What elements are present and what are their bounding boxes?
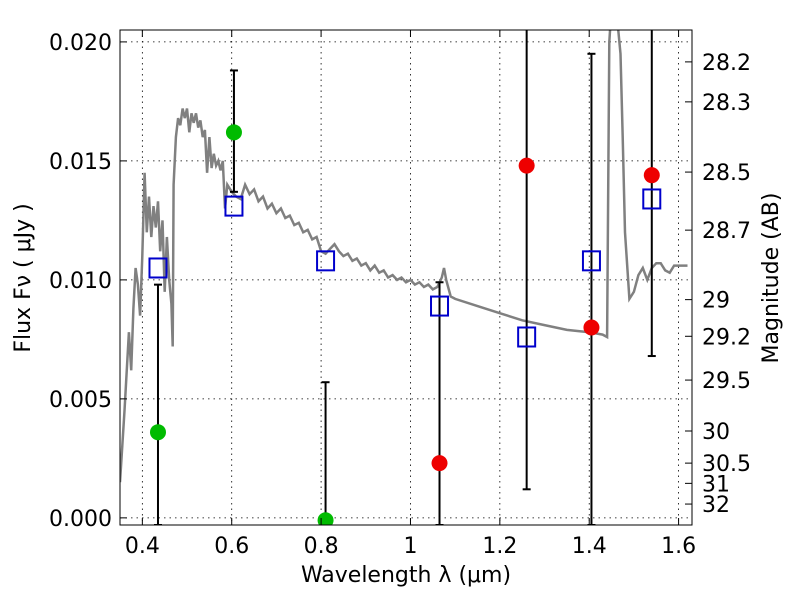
x-tick-label: 0.8 <box>304 534 339 559</box>
grid-lines <box>120 30 692 525</box>
sed-model-curve <box>120 30 688 483</box>
observed-flux-point <box>643 167 660 184</box>
y-axis-ticks: 0.000 0.005 0.010 0.015 0.020 <box>49 31 127 532</box>
right-tick-label: 31 <box>702 472 730 497</box>
observed-flux-point <box>225 124 242 141</box>
plot-frame <box>119 29 693 526</box>
y-tick-label: 0.010 <box>49 269 112 294</box>
right-tick-label: 29.5 <box>702 369 751 394</box>
right-tick-label: 30.5 <box>702 452 751 477</box>
y-tick-label: 0.005 <box>49 388 112 413</box>
model-flux-box <box>517 326 537 348</box>
model-flux-box <box>316 250 336 272</box>
y-tick-label: 0.000 <box>49 507 112 532</box>
y-tick-label: 0.020 <box>49 31 112 56</box>
observed-flux-point <box>583 319 600 336</box>
observed-flux-point <box>149 424 166 441</box>
x-tick-label: 1.4 <box>572 534 607 559</box>
model-flux-box <box>581 250 601 272</box>
model-flux-box <box>642 188 662 210</box>
model-flux-boxes <box>148 188 662 348</box>
observed-flux-point <box>317 512 334 525</box>
x-tick-label: 0.6 <box>214 534 249 559</box>
x-tick-label: 1 <box>403 534 417 559</box>
x-tick-label: 0.4 <box>125 534 160 559</box>
observed-flux-points <box>149 124 660 525</box>
right-tick-label: 28.7 <box>702 219 751 244</box>
model-flux-box <box>430 295 450 317</box>
right-tick-label: 28.2 <box>702 51 751 76</box>
model-flux-box <box>224 195 244 217</box>
x-tick-label: 1.6 <box>661 534 696 559</box>
y-axis-label-right: Magnitude (AB) <box>759 193 784 364</box>
right-tick-label: 30 <box>702 420 730 445</box>
plot-area <box>120 30 688 525</box>
observed-flux-point <box>431 455 448 472</box>
observed-flux-point <box>518 157 535 174</box>
y-tick-label: 0.015 <box>49 150 112 175</box>
x-tick-label: 1.2 <box>482 534 517 559</box>
right-tick-label: 29.2 <box>702 325 751 350</box>
x-axis-label: Wavelength λ (μm) <box>301 563 511 588</box>
right-tick-label: 32 <box>702 493 730 518</box>
x-axis-ticks: 0.4 0.6 0.8 1 1.2 1.4 1.6 <box>125 30 696 559</box>
model-flux-box <box>148 257 168 279</box>
y-axis-label-left: Flux Fν ( μJy ) <box>11 203 36 352</box>
right-tick-label: 28.3 <box>702 91 751 116</box>
right-tick-label: 28.5 <box>702 161 751 186</box>
right-tick-label: 29 <box>702 289 730 314</box>
error-bars <box>153 30 656 525</box>
